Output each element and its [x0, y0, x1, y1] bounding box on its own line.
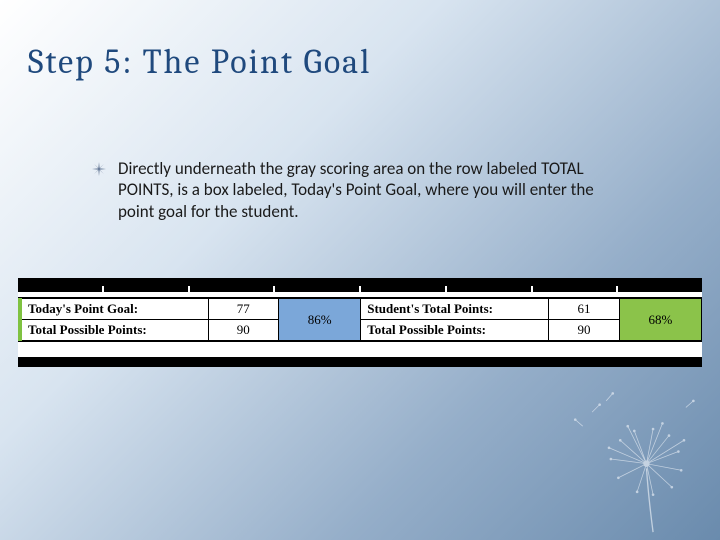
point-goal-table: Today's Point Goal: 77 86% Student's Tot… [18, 278, 702, 367]
spacer [18, 341, 702, 357]
cell-label: Total Possible Points: [361, 320, 549, 341]
table-row: Today's Point Goal: 77 86% Student's Tot… [20, 299, 702, 320]
bullet-text: Directly underneath the gray scoring are… [118, 158, 602, 222]
cell-label: Today's Point Goal: [20, 299, 208, 320]
table-top-bar [18, 278, 702, 292]
cell-value: 77 [208, 299, 279, 320]
cell-value: 90 [208, 320, 279, 341]
cell-percent-left: 86% [279, 299, 361, 341]
tick-row [18, 278, 702, 292]
cell-percent-right: 68% [619, 299, 701, 341]
data-table: Today's Point Goal: 77 86% Student's Tot… [18, 298, 702, 341]
starburst-icon [92, 162, 106, 176]
cell-label: Student's Total Points: [361, 299, 549, 320]
cell-value: 90 [549, 320, 620, 341]
slide-title: Step 5: The Point Goal [28, 42, 371, 82]
table-bottom-bar [18, 357, 702, 367]
cell-label: Total Possible Points: [20, 320, 208, 341]
table-row: Total Possible Points: 90 Total Possible… [20, 320, 702, 341]
dandelion-icon [564, 384, 714, 534]
bullet-block: Directly underneath the gray scoring are… [92, 158, 602, 222]
cell-value: 61 [549, 299, 620, 320]
